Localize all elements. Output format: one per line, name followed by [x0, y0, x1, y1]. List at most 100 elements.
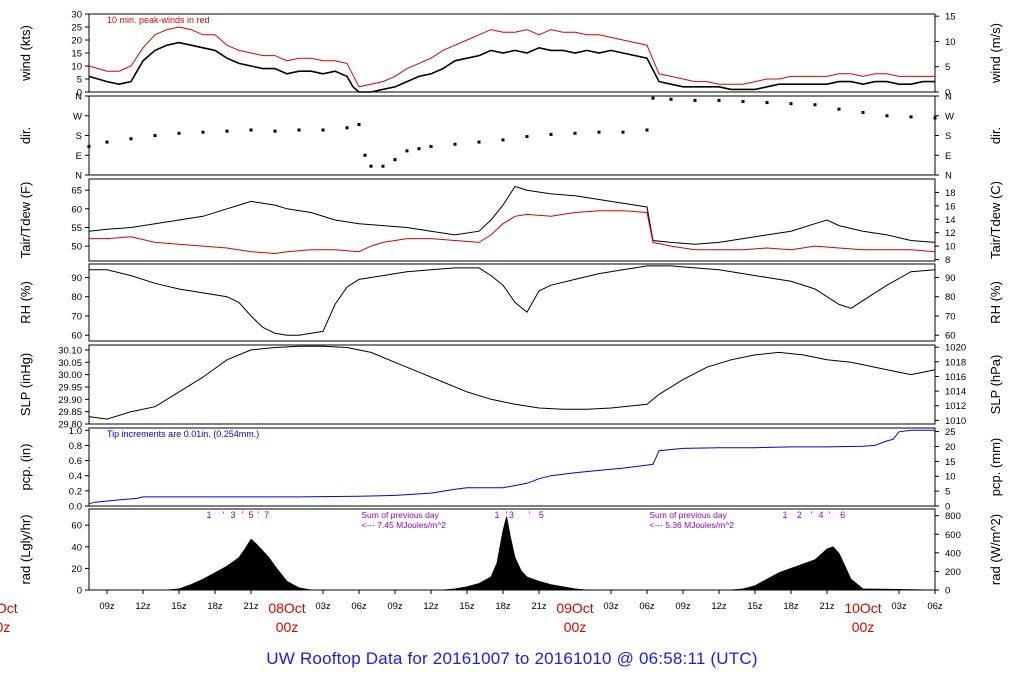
dir-point: [741, 99, 745, 103]
slp-left-tick-label: 30.05: [58, 358, 82, 369]
slp-right-tick-label: 1010: [945, 416, 966, 427]
rad-top-tick: ': [242, 510, 244, 520]
pcp-left-tick-label: 1.0: [69, 426, 82, 437]
slp-left-tick-label: 30.00: [58, 370, 82, 381]
rad-top-tick: 3: [509, 510, 514, 520]
pcp-ylabel-right: pcp. (mm): [988, 438, 1003, 497]
time-tick-label: 12z: [711, 601, 727, 612]
time-tick-label: 18z: [783, 601, 799, 612]
time-axis: 09z 12z 15z 18z 21z 03z 06z 09z 12z 15z 18z 21z 03z 0…: [0, 590, 943, 635]
dir-point: [105, 140, 109, 144]
time-tick-label: 21z: [531, 601, 547, 612]
pcp-right-tick-label: 25: [945, 427, 956, 438]
pcp-right-tick-label: 20: [945, 442, 956, 453]
rad-right-tick-label: 600: [945, 530, 961, 541]
dir-point: [363, 153, 367, 157]
time-tick-label: 03z: [603, 601, 619, 612]
pcp-panel: 0.0 0.2 0.4 0.6 0.8 1.0 0 5 10 15 20 25 Tip incremen…: [69, 426, 956, 513]
dir-point: [549, 132, 553, 136]
rad-left-tick-label: 20: [71, 564, 82, 575]
rad-right-tick-label: 800: [945, 511, 961, 522]
dir-point: [861, 110, 865, 114]
temp-panel: 50 55 60 65 8 10 12 14 16 18: [71, 178, 956, 266]
dir-point: [381, 164, 385, 168]
time-tick-label: 06z: [639, 601, 655, 612]
rh-left-tick-label: 90: [71, 273, 82, 284]
rh-ylabel-left: RH (%): [18, 281, 33, 324]
dir-point: [621, 130, 625, 134]
rad-top-tick: 5: [248, 510, 253, 520]
wind-annotation: 10 min. peak-winds in red: [107, 15, 210, 25]
dir-right-tick-label: N: [945, 92, 952, 103]
pcp-right-tick-label: 15: [945, 457, 956, 468]
time-tick-label: 18z: [495, 601, 511, 612]
temp-right-tick-label: 8: [945, 255, 950, 266]
slp-left-tick-label: 29.85: [58, 407, 82, 418]
dir-frame: [88, 95, 936, 176]
pcp-annotation: Tip increments are 0.01in. (0.254mm.): [107, 429, 259, 439]
slp-right-tick-label: 1014: [945, 387, 966, 398]
slp-right-tick-label: 1018: [945, 357, 966, 368]
slp-left-tick-label: 29.95: [58, 382, 82, 393]
dir-point: [651, 96, 655, 100]
wind-left-tick-label: 0: [77, 88, 82, 99]
date-marker-day: 08Oct: [268, 600, 305, 616]
rh-left-tick-label: 80: [71, 292, 82, 303]
rad-top-tick: 5: [539, 510, 544, 520]
rad-top-tick: 2: [797, 510, 802, 520]
dir-point: [885, 114, 889, 118]
rad-top-tick: ': [811, 510, 813, 520]
pcp-left-tick-label: 0.4: [69, 471, 82, 482]
rad-daily-note-line2: <--- 5.36 MJoules/m^2: [649, 520, 734, 530]
dir-point: [273, 129, 277, 133]
wind-left-tick-label: 25: [71, 23, 82, 34]
time-tick-label: 21z: [819, 601, 835, 612]
rad-left-tick-label: 40: [71, 542, 82, 553]
dir-point: [249, 128, 253, 132]
time-tick-label: 06z: [927, 601, 943, 612]
dir-point: [177, 131, 181, 135]
wind-left-tick-label: 30: [71, 10, 82, 21]
slp-ylabel-right: SLP (hPa): [988, 355, 1003, 415]
slp-right-tick-label: 1020: [945, 343, 966, 354]
dir-point: [597, 130, 601, 134]
date-marker-day: 07Oct: [0, 600, 18, 616]
time-tick-label: 18z: [207, 601, 223, 612]
wind-panel: 0 5 10 15 20 25 30 0 5 10 15 10 min. peak-winds in …: [71, 10, 955, 99]
slp-ylabel-left: SLP (inHg): [18, 353, 33, 416]
dir-point: [813, 103, 817, 107]
date-marker-zone: 00z: [852, 619, 875, 635]
dir-point: [573, 131, 577, 135]
rh-right-tick-label: 80: [945, 292, 956, 303]
dir-point: [453, 142, 457, 146]
rad-top-tick: 1: [494, 510, 499, 520]
dir-point: [933, 116, 937, 120]
pcp-ylabel-left: pcp. (in): [18, 444, 33, 491]
dir-point: [789, 102, 793, 106]
rad-left-tick-label: 0: [77, 586, 82, 597]
temp-right-tick-label: 10: [945, 242, 956, 253]
rh-frame: [88, 263, 936, 342]
rad-top-tick: ': [506, 510, 508, 520]
rad-top-tick: 6: [840, 510, 845, 520]
temp-ylabel-right: Tair/Tdew (C): [988, 181, 1003, 259]
rh-right-tick-label: 90: [945, 273, 956, 284]
wind-right-tick-label: 0: [945, 88, 950, 99]
dir-ylabel-left: dir.: [18, 127, 33, 144]
rad-ylabel-left: rad (Lgly/hr): [18, 514, 33, 584]
slp-left-tick-label: 29.80: [58, 420, 82, 431]
dir-ylabel-right: dir.: [988, 127, 1003, 144]
time-tick-label: 09z: [99, 601, 115, 612]
rad-top-tick: 4: [818, 510, 823, 520]
dir-point: [129, 137, 133, 141]
dir-point: [87, 144, 91, 148]
wind-frame: [88, 13, 936, 93]
slp-right-tick-label: 1016: [945, 372, 966, 383]
wind-series-0: [88, 41, 935, 93]
rad-top-tick: ': [829, 510, 831, 520]
rad-daily-note-line1: Sum of previous day: [649, 510, 727, 520]
dir-point: [717, 98, 721, 102]
pcp-left-tick-label: 0.6: [69, 456, 82, 467]
